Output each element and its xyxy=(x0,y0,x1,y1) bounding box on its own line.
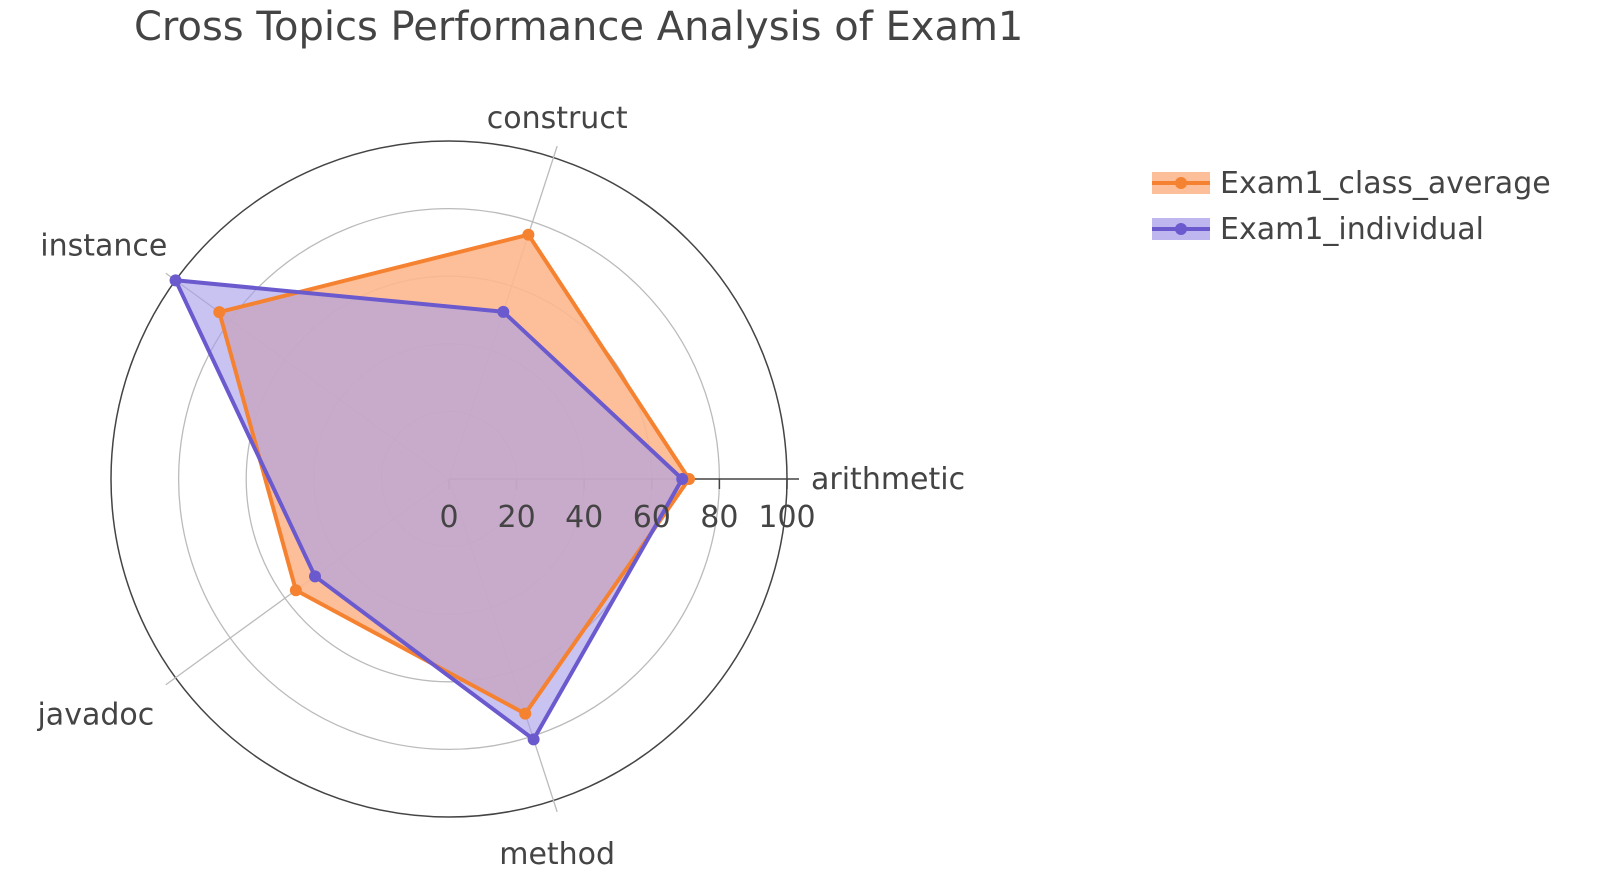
legend-item-individual[interactable]: Exam1_individual xyxy=(1150,206,1590,252)
point-exam1-class-average-instance[interactable] xyxy=(213,306,226,319)
radial-tick-label: 0 xyxy=(439,500,458,535)
chart-title: Cross Topics Performance Analysis of Exa… xyxy=(134,4,1024,50)
category-label-instance: instance xyxy=(40,228,167,263)
legend: Exam1_class_average Exam1_individual xyxy=(1150,160,1590,252)
radial-tick-label: 100 xyxy=(758,500,815,535)
legend-label-class-average: Exam1_class_average xyxy=(1220,165,1551,201)
category-label-construct: construct xyxy=(487,101,628,136)
legend-label-individual: Exam1_individual xyxy=(1220,211,1484,247)
legend-swatch-individual xyxy=(1152,218,1210,240)
radar-series xyxy=(169,228,695,746)
point-exam1-individual-construct[interactable] xyxy=(497,305,510,318)
radial-tick-label: 40 xyxy=(565,500,603,535)
legend-item-class-average[interactable]: Exam1_class_average xyxy=(1150,160,1590,206)
radial-tick-label: 80 xyxy=(700,500,738,535)
legend-swatch-class-average xyxy=(1152,172,1210,194)
point-exam1-class-average-javadoc[interactable] xyxy=(289,584,302,597)
series-fill-exam1-individual xyxy=(175,280,683,740)
point-exam1-individual-method[interactable] xyxy=(527,733,540,746)
category-label-arithmetic: arithmetic xyxy=(811,462,965,497)
point-exam1-class-average-method[interactable] xyxy=(519,707,532,720)
point-exam1-class-average-construct[interactable] xyxy=(522,228,535,241)
category-label-method: method xyxy=(499,837,615,872)
series-line-exam1-individual xyxy=(173,278,685,742)
category-label-javadoc: javadoc xyxy=(36,698,154,733)
point-exam1-individual-javadoc[interactable] xyxy=(309,570,322,583)
radial-tick-label: 20 xyxy=(498,500,536,535)
point-exam1-individual-arithmetic[interactable] xyxy=(676,473,689,485)
point-exam1-individual-instance[interactable] xyxy=(169,274,182,287)
radar-labels: arithmetic construct instance javadoc method… xyxy=(36,101,965,872)
radial-tick-label: 60 xyxy=(633,500,671,535)
